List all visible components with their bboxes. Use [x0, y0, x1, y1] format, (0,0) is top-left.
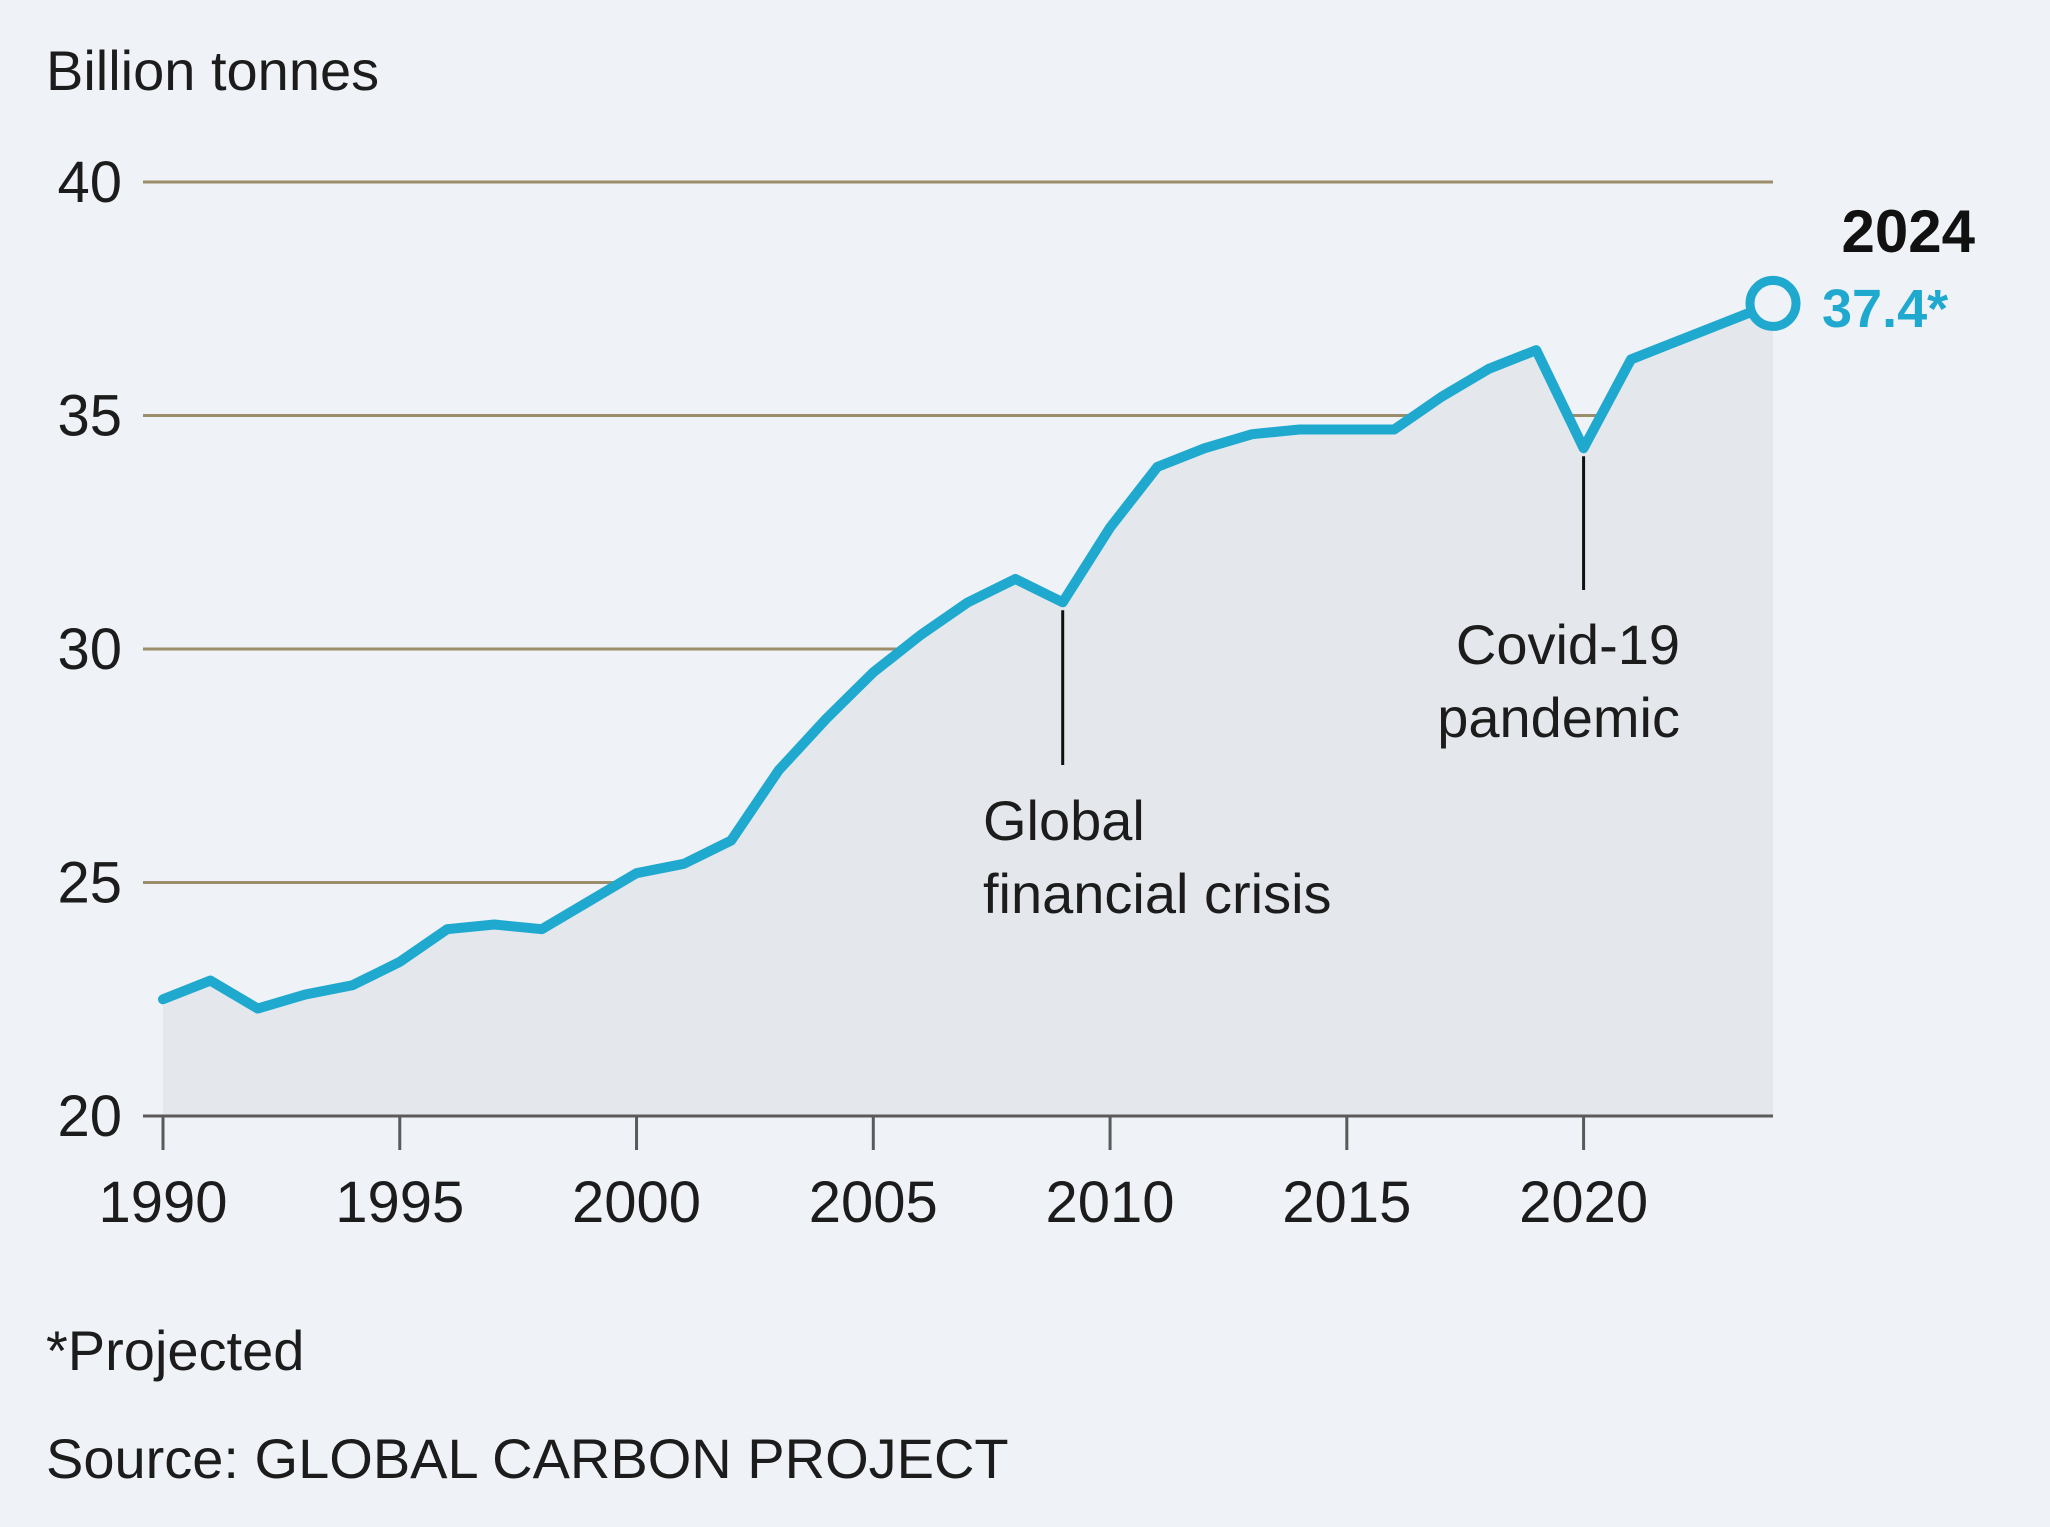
end-label-value: 37.4*: [1822, 279, 1948, 339]
x-tick-label-1990: 1990: [98, 1170, 227, 1235]
area-layer: [163, 303, 1773, 1116]
end-label-year: 2024: [1842, 198, 1976, 265]
x-tick-label-1995: 1995: [335, 1170, 464, 1235]
y-axis-unit-label: Billion tonnes: [46, 39, 379, 102]
y-tick-label-20: 20: [57, 1084, 122, 1149]
annotation-text-2020-line-1: Covid-19: [1456, 613, 1680, 676]
series-line: [158, 298, 1778, 1014]
annotation-text-2009-line-2: financial crisis: [983, 862, 1332, 925]
y-tick-label-25: 25: [57, 851, 122, 916]
end-point-marker: [1745, 275, 1801, 331]
series-area-fill: [163, 303, 1773, 1116]
source-note: Source: GLOBAL CARBON PROJECT: [46, 1427, 1009, 1490]
x-tick-label-2000: 2000: [572, 1170, 701, 1235]
axis-layer: [143, 1114, 1773, 1150]
annotation-text-2020-line-2: pandemic: [1437, 686, 1680, 749]
tick-layer: 20 25 30 35 40 1990 1995 2000 2005 2010 2015 2020: [57, 150, 1648, 1235]
x-tick-label-2015: 2015: [1282, 1170, 1411, 1235]
footnote-projected: *Projected: [46, 1319, 304, 1382]
y-tick-label-35: 35: [57, 384, 122, 449]
line-layer: [158, 298, 1778, 1014]
annotation-layer: Global financial crisis Covid-19 pandemic: [983, 456, 1680, 925]
x-tick-label-2020: 2020: [1519, 1170, 1648, 1235]
annotation-text-2009-line-1: Global: [983, 789, 1145, 852]
x-tick-label-2005: 2005: [809, 1170, 938, 1235]
end-label-layer: 2024 37.4*: [1745, 198, 1976, 339]
y-tick-label-30: 30: [57, 617, 122, 682]
x-tick-label-2010: 2010: [1046, 1170, 1175, 1235]
y-tick-label-40: 40: [57, 150, 122, 215]
